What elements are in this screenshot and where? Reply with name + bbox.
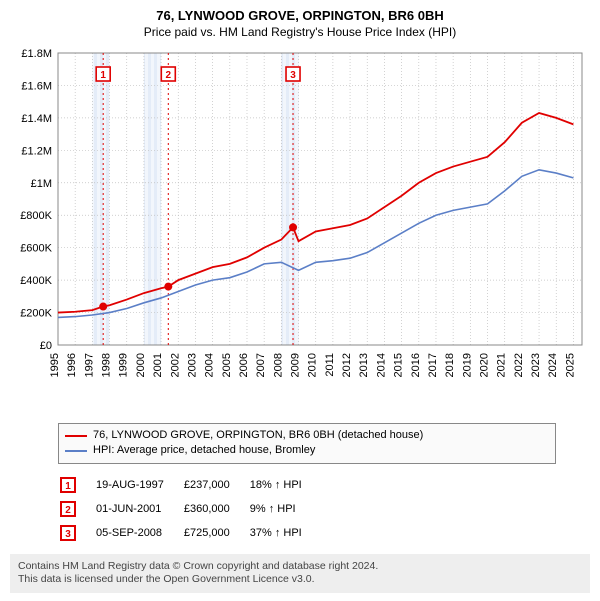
sale-delta: 18% ↑ HPI xyxy=(250,474,320,496)
legend-item: HPI: Average price, detached house, Brom… xyxy=(65,443,549,458)
legend-swatch xyxy=(65,435,87,437)
legend-swatch xyxy=(65,450,87,452)
svg-text:£1.2M: £1.2M xyxy=(21,145,52,157)
legend-label: 76, LYNWOOD GROVE, ORPINGTON, BR6 0BH (d… xyxy=(93,428,423,443)
svg-text:2022: 2022 xyxy=(513,353,525,377)
table-row: 2 01-JUN-2001£360,0009% ↑ HPI xyxy=(60,498,320,520)
sales-table: 1 19-AUG-1997£237,00018% ↑ HPI 2 01-JUN-200… xyxy=(58,472,322,546)
svg-text:2008: 2008 xyxy=(272,353,284,377)
svg-text:1997: 1997 xyxy=(83,353,95,377)
legend-item: 76, LYNWOOD GROVE, ORPINGTON, BR6 0BH (d… xyxy=(65,428,549,443)
footer-line-2: This data is licensed under the Open Gov… xyxy=(18,573,582,587)
svg-text:2005: 2005 xyxy=(221,353,233,377)
sale-delta: 9% ↑ HPI xyxy=(250,498,320,520)
svg-text:2013: 2013 xyxy=(358,353,370,377)
legend-label: HPI: Average price, detached house, Brom… xyxy=(93,443,315,458)
svg-text:1995: 1995 xyxy=(49,353,61,377)
svg-text:2017: 2017 xyxy=(427,353,439,377)
table-row: 3 05-SEP-2008£725,00037% ↑ HPI xyxy=(60,522,320,544)
svg-text:2009: 2009 xyxy=(290,353,302,377)
table-row: 1 19-AUG-1997£237,00018% ↑ HPI xyxy=(60,474,320,496)
chart-subtitle: Price paid vs. HM Land Registry's House … xyxy=(10,25,590,39)
chart-header: 76, LYNWOOD GROVE, ORPINGTON, BR6 0BH Pr… xyxy=(10,8,590,39)
svg-text:£600K: £600K xyxy=(20,243,52,255)
svg-text:2: 2 xyxy=(166,70,172,81)
svg-text:£800K: £800K xyxy=(20,210,52,222)
svg-text:3: 3 xyxy=(290,70,296,81)
svg-text:2012: 2012 xyxy=(341,353,353,377)
svg-text:1996: 1996 xyxy=(66,353,78,377)
sale-price: £237,000 xyxy=(184,474,248,496)
sale-date: 01-JUN-2001 xyxy=(96,498,182,520)
sale-price: £360,000 xyxy=(184,498,248,520)
svg-text:£400K: £400K xyxy=(20,275,52,287)
svg-text:2023: 2023 xyxy=(530,353,542,377)
svg-text:2015: 2015 xyxy=(393,353,405,377)
svg-text:2001: 2001 xyxy=(152,353,164,377)
svg-text:£1.4M: £1.4M xyxy=(21,113,52,125)
svg-text:£1M: £1M xyxy=(31,178,52,190)
svg-text:2010: 2010 xyxy=(307,353,319,377)
chart-title: 76, LYNWOOD GROVE, ORPINGTON, BR6 0BH xyxy=(10,8,590,23)
svg-text:1999: 1999 xyxy=(118,353,130,377)
sale-marker-badge: 3 xyxy=(60,525,76,541)
chart-svg: £0 £200K £400K £600K £800K £1M £1.2M £1.4M £1.6M… xyxy=(10,45,590,415)
svg-text:1: 1 xyxy=(100,70,106,81)
svg-text:2020: 2020 xyxy=(479,353,491,377)
svg-text:2014: 2014 xyxy=(375,353,387,377)
svg-text:2021: 2021 xyxy=(496,353,508,377)
sale-marker-badge: 2 xyxy=(60,501,76,517)
svg-text:2024: 2024 xyxy=(547,353,559,377)
sale-delta: 37% ↑ HPI xyxy=(250,522,320,544)
sale-date: 19-AUG-1997 xyxy=(96,474,182,496)
svg-text:2025: 2025 xyxy=(564,353,576,377)
svg-text:2011: 2011 xyxy=(324,353,336,377)
svg-text:2000: 2000 xyxy=(135,353,147,377)
svg-text:£200K: £200K xyxy=(20,308,52,320)
price-chart: £0 £200K £400K £600K £800K £1M £1.2M £1.4M £1.6M… xyxy=(10,45,590,415)
svg-text:2016: 2016 xyxy=(410,353,422,377)
sale-price: £725,000 xyxy=(184,522,248,544)
svg-text:2004: 2004 xyxy=(204,353,216,377)
svg-text:2002: 2002 xyxy=(169,353,181,377)
legend: 76, LYNWOOD GROVE, ORPINGTON, BR6 0BH (d… xyxy=(58,423,556,464)
svg-text:2019: 2019 xyxy=(461,353,473,377)
svg-text:2003: 2003 xyxy=(186,353,198,377)
footer-line-1: Contains HM Land Registry data © Crown c… xyxy=(18,560,582,574)
svg-text:1998: 1998 xyxy=(101,353,113,377)
svg-text:2006: 2006 xyxy=(238,353,250,377)
svg-text:£1.6M: £1.6M xyxy=(21,80,52,92)
svg-text:2018: 2018 xyxy=(444,353,456,377)
svg-text:2007: 2007 xyxy=(255,353,267,377)
data-attribution: Contains HM Land Registry data © Crown c… xyxy=(10,554,590,593)
svg-text:£0: £0 xyxy=(40,340,52,352)
sale-date: 05-SEP-2008 xyxy=(96,522,182,544)
sale-marker-badge: 1 xyxy=(60,477,76,493)
svg-text:£1.8M: £1.8M xyxy=(21,48,52,60)
